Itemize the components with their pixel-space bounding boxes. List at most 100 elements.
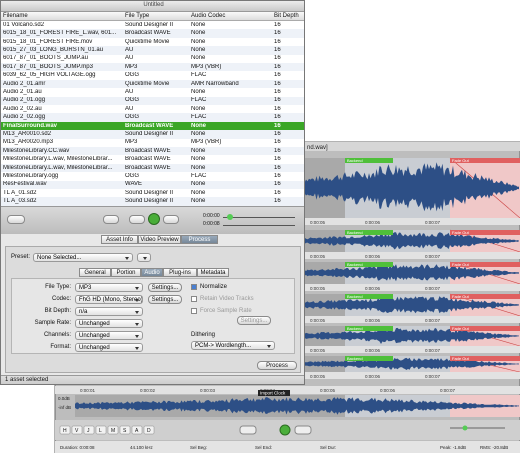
- subtab[interactable]: Audio: [141, 268, 163, 277]
- tool-button[interactable]: [131, 425, 143, 435]
- column-header[interactable]: Filename: [3, 12, 28, 19]
- marker-tag: [345, 230, 393, 235]
- tab[interactable]: Asset Info: [101, 235, 138, 244]
- table-row[interactable]: [1, 96, 304, 105]
- tool-label: D: [147, 428, 151, 434]
- forward-button[interactable]: [294, 425, 312, 435]
- table-row[interactable]: [1, 79, 304, 89]
- table-row[interactable]: [1, 54, 304, 63]
- column-header[interactable]: Audio Codec: [191, 12, 226, 19]
- tool-label: J: [87, 428, 90, 434]
- table-row[interactable]: [1, 138, 304, 147]
- status-bar: [55, 441, 520, 453]
- ruler-label: 0:00:05: [320, 388, 336, 393]
- tool-button[interactable]: [59, 425, 71, 435]
- table-cell: 16: [274, 38, 281, 45]
- position-slider: [223, 217, 295, 218]
- ruler: [300, 252, 520, 259]
- checkbox[interactable]: [191, 296, 197, 302]
- ruler-label: 0:00:06: [365, 254, 381, 259]
- table-cell: FLAC: [191, 173, 207, 179]
- table-row[interactable]: [1, 88, 304, 97]
- table-cell: AU: [125, 89, 134, 95]
- process-button[interactable]: Process: [257, 361, 297, 370]
- table-row[interactable]: [1, 172, 304, 181]
- marker-label: Backend: [347, 230, 363, 235]
- fade-tag: [450, 294, 520, 299]
- tool-button[interactable]: [119, 425, 131, 435]
- settings-button[interactable]: Settings...: [237, 316, 271, 325]
- table-row[interactable]: [1, 130, 304, 139]
- slider-knob[interactable]: [227, 214, 233, 220]
- loop-button[interactable]: [7, 215, 25, 224]
- tab[interactable]: Process: [181, 235, 218, 244]
- column-header[interactable]: Bit Depth: [274, 12, 299, 19]
- table-row[interactable]: [1, 121, 304, 131]
- table-cell: 6015_18_01_FOREST FIRE.mov: [3, 38, 93, 45]
- table-row[interactable]: [1, 155, 304, 164]
- option-label: Retain Video Tracks: [200, 296, 254, 302]
- field-select[interactable]: Unchanged: [75, 343, 143, 352]
- preset-select[interactable]: None Selected...: [33, 253, 133, 262]
- status-label: 44.100 kHz: [130, 445, 154, 450]
- table-row[interactable]: [1, 197, 304, 206]
- table-cell: Broadcast WAVE: [125, 122, 174, 129]
- preset-label: Preset:: [11, 254, 31, 260]
- settings-button[interactable]: Settings...: [148, 283, 182, 292]
- table-row[interactable]: [1, 21, 304, 30]
- table-row[interactable]: [1, 147, 304, 156]
- table-cell: 16: [274, 89, 281, 95]
- play-button[interactable]: [148, 213, 160, 225]
- column-header[interactable]: File Type: [125, 12, 150, 19]
- table-cell: 16: [274, 156, 281, 163]
- field-select[interactable]: Unchanged: [75, 319, 143, 328]
- field-select[interactable]: MP3: [75, 283, 143, 292]
- rewind-button[interactable]: [103, 215, 119, 224]
- table-cell: 16: [274, 80, 281, 87]
- table-row[interactable]: [1, 189, 304, 198]
- slider-knob[interactable]: [462, 425, 468, 431]
- forward-button[interactable]: [163, 215, 179, 224]
- back-button[interactable]: [129, 215, 145, 224]
- table-cell: Quicktime Movie: [125, 38, 170, 45]
- ruler: [300, 218, 520, 225]
- field-select[interactable]: n/a: [75, 307, 143, 316]
- tool-button[interactable]: [83, 425, 95, 435]
- subtab[interactable]: Portion: [111, 268, 141, 277]
- subtab[interactable]: General: [79, 268, 111, 277]
- table-cell: 16: [274, 72, 281, 79]
- subtab[interactable]: Metadata: [197, 268, 229, 277]
- table-row[interactable]: [1, 63, 304, 72]
- tool-button[interactable]: [95, 425, 107, 435]
- subtab[interactable]: Plug-ins: [163, 268, 197, 277]
- table-cell: 16: [274, 181, 281, 188]
- tool-button[interactable]: [71, 425, 83, 435]
- table-row[interactable]: [1, 105, 304, 114]
- table-cell: 6017_87_01_BOOTS_JUMP.au: [3, 55, 88, 62]
- checkbox[interactable]: [191, 284, 197, 290]
- preset-menu[interactable]: [137, 253, 151, 262]
- table-cell: 16: [274, 47, 281, 53]
- table-row[interactable]: [1, 163, 304, 173]
- fade-tag: [450, 158, 520, 163]
- checkbox[interactable]: [191, 308, 197, 314]
- fade-label: Fade Out: [452, 356, 470, 361]
- marker-label: Backend: [347, 326, 363, 331]
- rewind-button[interactable]: [239, 425, 257, 435]
- table-row[interactable]: [1, 113, 304, 122]
- table-row[interactable]: [1, 180, 304, 189]
- table-row[interactable]: [1, 71, 304, 80]
- tool-button[interactable]: [143, 425, 155, 435]
- table-row[interactable]: [1, 37, 304, 47]
- table-row[interactable]: [1, 46, 304, 55]
- tool-button[interactable]: [107, 425, 119, 435]
- tab[interactable]: Video Preview: [138, 235, 181, 244]
- time-label: 0:00:08: [203, 221, 220, 227]
- dithering-select[interactable]: PCM-> Wordlength...: [191, 341, 275, 350]
- table-row[interactable]: [1, 29, 304, 38]
- field-select[interactable]: FhG HD (Mono, Stereo): [75, 295, 143, 304]
- play-button[interactable]: [279, 424, 291, 436]
- settings-button[interactable]: Settings...: [148, 295, 182, 304]
- field-select[interactable]: Unchanged: [75, 331, 143, 340]
